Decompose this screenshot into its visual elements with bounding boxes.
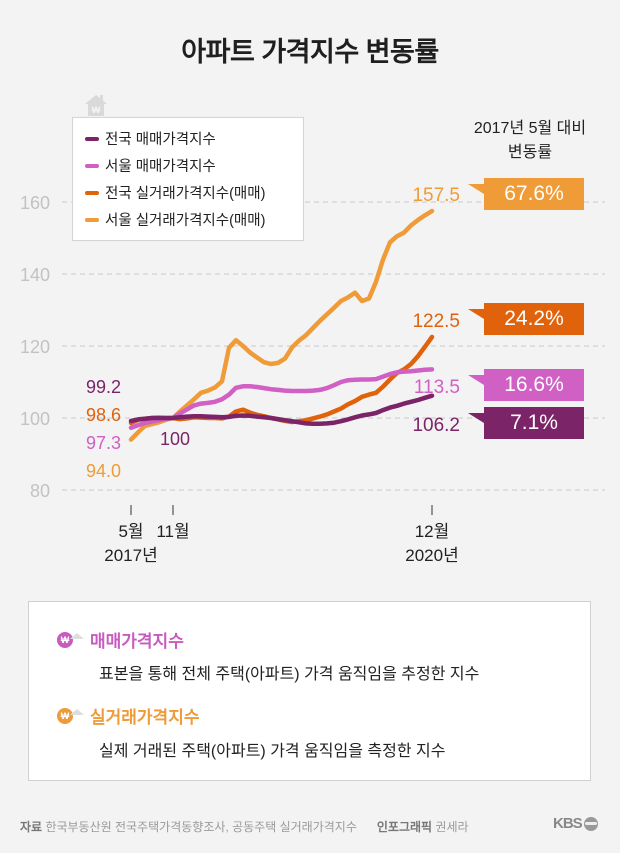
definitions-panel: ₩ 매매가격지수 표본을 통해 전체 주택(아파트) 가격 움직임을 추정한 지…: [28, 601, 591, 781]
start-value-label: 97.3: [86, 433, 121, 453]
end-value-label: 106.2: [412, 415, 460, 436]
series-lines: [128, 208, 435, 442]
change-rate-header-line1: 2017년 5월 대비: [473, 120, 587, 137]
kbs-logo-text: KBS: [553, 815, 583, 832]
badge-value: 67.6%: [504, 182, 564, 205]
end-value-label: 122.5: [412, 311, 460, 332]
legend-swatch: [85, 163, 99, 168]
change-rate-header: 2017년 5월 대비 변동률: [450, 117, 610, 165]
definition-desc: 표본을 통해 전체 주택(아파트) 가격 움직임을 추정한 지수: [99, 666, 480, 683]
kbs-logo: KBS: [553, 815, 598, 832]
x-ticks: 5월 2017년 11월 12월 2020년: [104, 505, 459, 565]
x-tick-label: 5월: [118, 522, 143, 541]
legend-swatch: [85, 217, 99, 222]
series-line-national-sale: [128, 393, 435, 427]
footer-credits: 자료 한국부동산원 전국주택가격동향조사, 공동주택 실거래가격지수 인포그래픽…: [20, 818, 469, 835]
y-tick-label: 160: [20, 193, 50, 213]
x-tick-label: 11월: [156, 522, 189, 541]
y-tick-label: 100: [20, 409, 50, 429]
start-value-label: 98.6: [86, 405, 121, 425]
y-tick-label: 120: [20, 337, 50, 357]
definition-sale-header: ₩ 매매가격지수: [57, 627, 184, 652]
series-line-seoul-real: [128, 208, 435, 442]
legend-label: 전국 매매가격지수: [105, 132, 216, 148]
x-tick-year-label: 2020년: [405, 546, 458, 565]
house-shape-icon: [70, 708, 84, 715]
series-line-seoul-sale: [128, 367, 435, 430]
legend-swatch: [85, 136, 99, 141]
x-tick-year-label: 2017년: [104, 546, 157, 565]
chart-legend: 전국 매매가격지수 서울 매매가격지수 전국 실거래가격지수(매매) 서울 실거…: [72, 117, 304, 241]
badge-value: 7.1%: [510, 411, 558, 434]
kbs-logo-icon: [583, 816, 598, 831]
y-tick-label: 80: [30, 481, 50, 501]
legend-swatch: [85, 190, 99, 195]
line-chart: 80 100 120 140 160 5월 2017년 11월 12월 2020년 99.2 98…: [20, 185, 605, 565]
credit-label: 인포그래픽: [376, 820, 433, 834]
data-labels: 99.2 98.6 97.3 94.0 100 157.5 122.5 113.5 106.2: [86, 185, 460, 481]
start-value-label: 94.0: [86, 461, 121, 481]
svg-text:₩: ₩: [92, 105, 101, 115]
definition-title: 매매가격지수: [90, 632, 184, 651]
legend-label: 서울 매매가격지수: [105, 159, 216, 175]
legend-item-national-real: 전국 실거래가격지수(매매): [85, 179, 303, 206]
end-value-label: 113.5: [414, 377, 460, 398]
won-house-icon: ₩: [84, 94, 108, 116]
source-text: 한국부동산원 전국주택가격동향조사, 공동주택 실거래가격지수: [45, 820, 357, 834]
legend-label: 전국 실거래가격지수(매매): [105, 186, 266, 202]
legend-item-seoul-sale: 서울 매매가격지수: [85, 152, 303, 179]
start-value-label: 99.2: [86, 377, 121, 397]
end-value-label: 157.5: [412, 185, 460, 206]
y-tick-label: 140: [20, 265, 50, 285]
page-title: 아파트 가격지수 변동률: [181, 37, 439, 67]
legend-item-national-sale: 전국 매매가격지수: [85, 125, 303, 152]
y-tick-labels: 80 100 120 140 160: [20, 193, 50, 501]
badge-value: 24.2%: [504, 307, 564, 330]
grid-lines: [62, 201, 605, 491]
definition-title: 실거래가격지수: [90, 708, 200, 727]
base-value-label: 100: [160, 429, 190, 449]
house-shape-icon: [70, 632, 84, 639]
won-coin-house-icon: ₩: [57, 707, 73, 724]
badge-seoul-sale: 16.6%: [468, 369, 584, 401]
change-rate-header-line2: 변동률: [507, 144, 553, 161]
legend-item-seoul-real: 서울 실거래가격지수(매매): [85, 206, 303, 233]
definition-real-header: ₩ 실거래가격지수: [57, 703, 199, 728]
credit-text: 권세라: [435, 820, 469, 834]
badge-value: 16.6%: [504, 373, 564, 396]
badge-national-real: 24.2%: [468, 303, 584, 335]
won-coin-house-icon: ₩: [57, 631, 73, 648]
definition-desc: 실제 거래된 주택(아파트) 가격 움직임을 측정한 지수: [99, 743, 446, 760]
badge-national-sale: 7.1%: [468, 407, 584, 439]
source-label: 자료: [20, 820, 43, 834]
x-tick-label: 12월: [415, 522, 450, 541]
badge-seoul-real: 67.6%: [468, 178, 584, 210]
legend-label: 서울 실거래가격지수(매매): [105, 213, 266, 229]
